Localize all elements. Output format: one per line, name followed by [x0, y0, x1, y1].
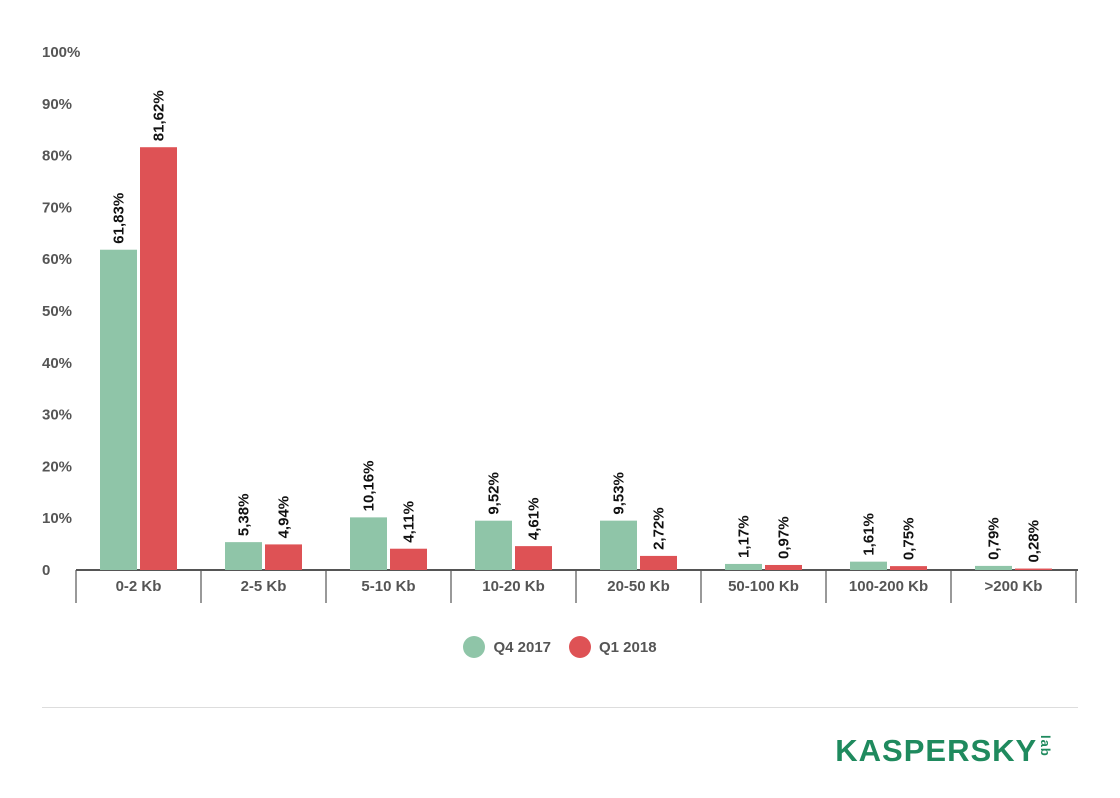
data-label: 10,16% — [361, 460, 378, 511]
bar-q1-2018 — [140, 147, 177, 570]
footer-divider — [42, 707, 1078, 708]
data-label: 2,72% — [651, 507, 668, 550]
bar-q4-2017 — [850, 561, 887, 570]
x-category-label: 5-10 Kb — [361, 578, 415, 595]
bar-q4-2017 — [225, 542, 262, 570]
x-category-label: 20-50 Kb — [607, 578, 670, 595]
data-label: 0,28% — [1026, 520, 1043, 563]
logo-sub: lab — [1038, 735, 1054, 757]
x-category-label: >200 Kb — [985, 578, 1043, 595]
bar-q4-2017 — [975, 565, 1012, 570]
x-category-label: 100-200 Kb — [849, 578, 928, 595]
data-label: 0,97% — [776, 516, 793, 559]
legend-swatch-q1-2018 — [569, 636, 591, 658]
legend: Q4 2017 Q1 2018 — [0, 636, 1120, 658]
bar-chart: 0 10% 20% 30% 40% 50% 60% 70% 80% 90% 100% 0-2 Kb 61… — [42, 44, 1078, 603]
bar-q4-2017 — [100, 249, 137, 571]
y-tick-label: 60% — [42, 251, 72, 268]
data-label: 4,61% — [526, 498, 543, 541]
bar-q1-2018 — [1015, 568, 1052, 570]
data-label: 9,53% — [611, 472, 628, 515]
legend-swatch-q4-2017 — [463, 636, 486, 658]
data-label: 4,11% — [401, 501, 418, 543]
bar-q1-2018 — [765, 564, 802, 570]
y-tick-label: 100% — [42, 44, 80, 61]
bar-q4-2017 — [350, 517, 387, 570]
bar-q1-2018 — [265, 544, 302, 570]
data-label: 61,83% — [111, 193, 128, 244]
data-label: 4,94% — [276, 496, 293, 539]
legend-label-q1-2018: Q1 2018 — [599, 638, 657, 656]
legend-item-q1-2018: Q1 2018 — [569, 636, 657, 658]
legend-label-q4-2017: Q4 2017 — [493, 638, 551, 656]
legend-item-q4-2017: Q4 2017 — [463, 636, 551, 658]
y-tick-label: 90% — [42, 96, 72, 113]
y-tick-label: 70% — [42, 199, 72, 216]
data-label: 5,38% — [236, 494, 253, 537]
data-label: 0,75% — [901, 518, 918, 561]
logo-wordmark: KASPERSKY — [835, 733, 1038, 768]
y-tick-label: 40% — [42, 355, 72, 372]
y-tick-label: 80% — [42, 148, 72, 165]
data-label: 1,17% — [736, 515, 753, 558]
kaspersky-lab-logo: KASPERSKY lab — [835, 733, 1075, 769]
x-category-label: 0-2 Kb — [116, 578, 162, 595]
data-label: 81,62% — [151, 90, 168, 141]
y-tick-label: 0 — [42, 562, 50, 579]
data-label: 0,79% — [986, 517, 1003, 560]
data-label: 9,52% — [486, 472, 503, 515]
x-category-label: 50-100 Kb — [728, 578, 799, 595]
bar-q1-2018 — [390, 548, 427, 570]
bar-q1-2018 — [640, 555, 677, 570]
bar-q4-2017 — [725, 563, 762, 570]
y-tick-label: 20% — [42, 458, 72, 475]
data-label: 1,61% — [861, 513, 878, 556]
bar-q4-2017 — [600, 520, 637, 570]
bar-q4-2017 — [475, 520, 512, 570]
y-tick-label: 30% — [42, 407, 72, 424]
x-category-label: 2-5 Kb — [241, 578, 287, 595]
bar-q1-2018 — [890, 566, 927, 570]
y-tick-label: 50% — [42, 303, 72, 320]
x-category-label: 10-20 Kb — [482, 578, 545, 595]
y-tick-label: 10% — [42, 510, 72, 527]
bar-q1-2018 — [515, 546, 552, 570]
